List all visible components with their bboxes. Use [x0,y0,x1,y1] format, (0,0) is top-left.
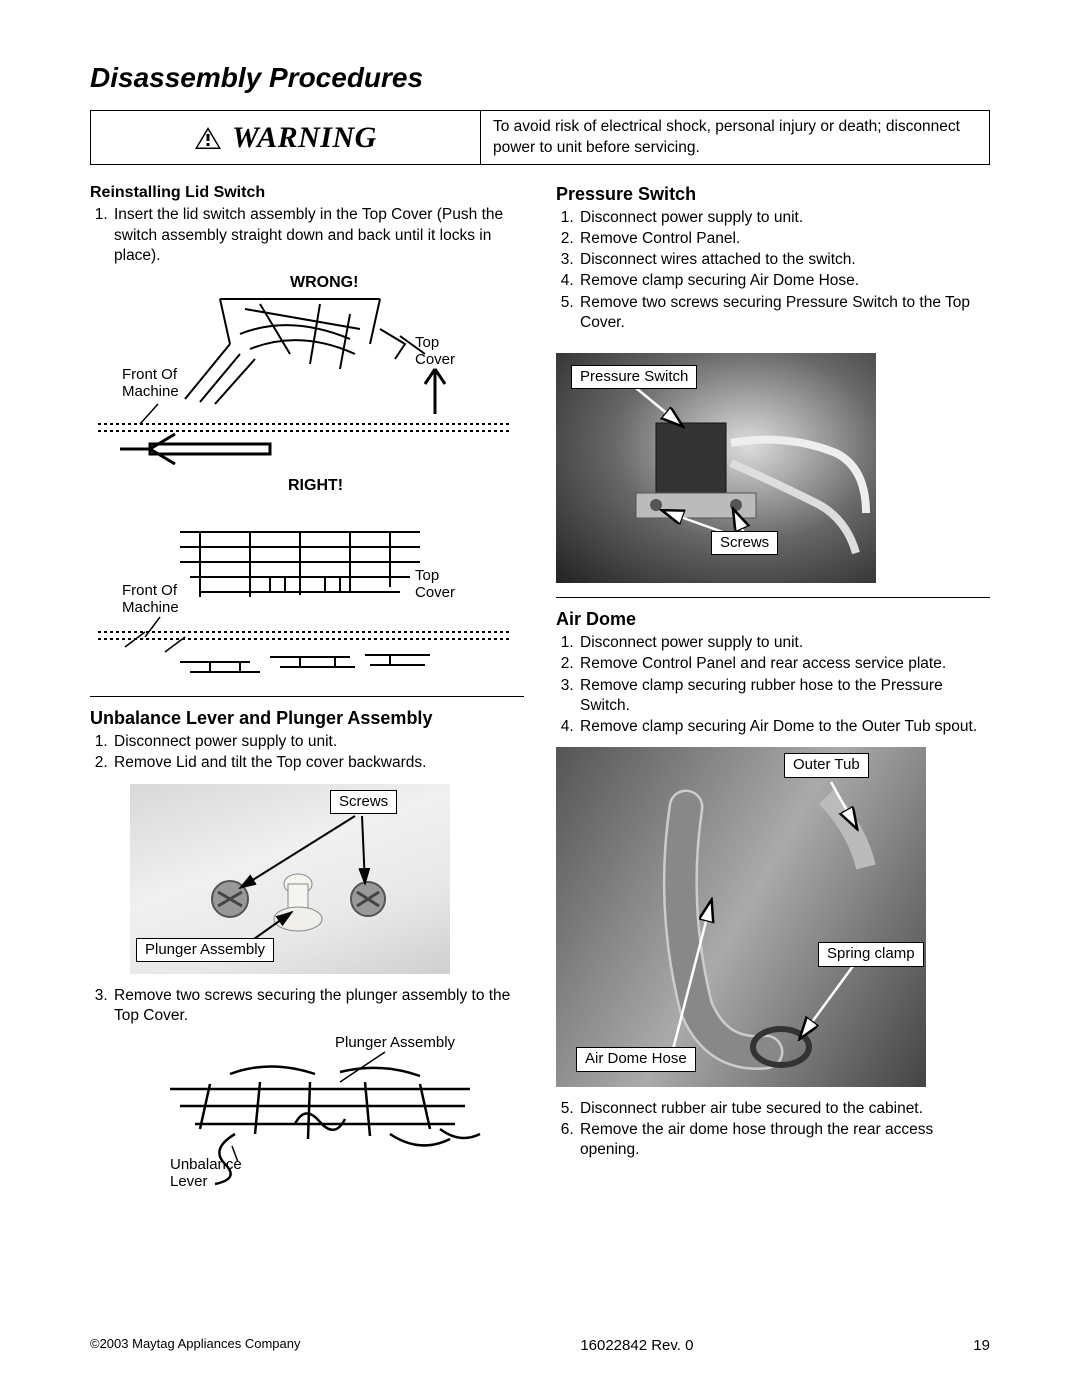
pressure-photo: Pressure Switch Screws [556,353,876,583]
unbalance-steps-2: Remove two screws securing the plunger a… [90,986,524,1026]
divider-1 [90,696,524,697]
divider-2 [556,597,990,598]
callout-outer-tub: Outer Tub [784,753,869,778]
warning-box: WARNING [91,111,481,163]
warning-label: WARNING [232,118,377,157]
diagram-right: RIGHT! Front Of Machine Top Cover [90,477,524,682]
reinstall-steps: Insert the lid switch assembly in the To… [90,205,524,265]
airdome-step-3: Remove clamp securing rubber hose to the… [578,676,990,716]
unbalance-steps-1: Disconnect power supply to unit. Remove … [90,732,524,773]
warning-row: WARNING To avoid risk of electrical shoc… [90,110,990,164]
callout-pressure-screws: Screws [711,531,778,556]
unbalance-step-3: Remove two screws securing the plunger a… [112,986,524,1026]
footer-docnum: 16022842 Rev. 0 [580,1336,693,1356]
diagram-wrong: WRONG! Front Of Machine Top Cover [90,274,524,469]
unbalance-step-1: Disconnect power supply to unit. [112,732,524,752]
pressure-step-5: Remove two screws securing Pressure Swit… [578,293,990,333]
unbalance-step-2: Remove Lid and tilt the Top cover backwa… [112,753,524,773]
airdome-step-2: Remove Control Panel and rear access ser… [578,654,990,674]
unbalance-heading: Unbalance Lever and Plunger Assembly [90,707,524,730]
pressure-step-2: Remove Control Panel. [578,229,990,249]
airdome-heading: Air Dome [556,608,990,631]
airdome-step-6: Remove the air dome hose through the rea… [578,1120,990,1160]
airdome-step-4: Remove clamp securing Air Dome to the Ou… [578,717,990,737]
airdome-photo: Outer Tub Spring clamp Air Dome Hose [556,747,926,1087]
plunger-line-diagram: Plunger Assembly Unbalance Lever [140,1034,500,1189]
pressure-heading: Pressure Switch [556,183,990,206]
warning-triangle-icon [194,126,222,150]
wrong-diagram-svg [90,274,520,469]
airdome-step-5: Disconnect rubber air tube secured to th… [578,1099,990,1119]
right-diagram-svg [90,477,520,682]
left-column: Reinstalling Lid Switch Insert the lid s… [90,183,524,1189]
footer-page: 19 [973,1336,990,1356]
warning-text: To avoid risk of electrical shock, perso… [481,111,989,163]
footer: ©2003 Maytag Appliances Company 16022842… [90,1336,990,1356]
footer-copyright: ©2003 Maytag Appliances Company [90,1336,300,1356]
callout-airdome-hose: Air Dome Hose [576,1047,696,1072]
reinstall-heading: Reinstalling Lid Switch [90,183,524,204]
airdome-steps-1: Disconnect power supply to unit. Remove … [556,633,990,737]
page-title: Disassembly Procedures [90,60,990,96]
reinstall-step-1: Insert the lid switch assembly in the To… [112,205,524,265]
plunger-diagram-svg [140,1034,500,1189]
callout-spring-clamp: Spring clamp [818,942,924,967]
pressure-step-4: Remove clamp securing Air Dome Hose. [578,271,990,291]
airdome-steps-2: Disconnect rubber air tube secured to th… [556,1099,990,1160]
callout-screws: Screws [330,790,397,815]
callout-plunger: Plunger Assembly [136,938,274,963]
pressure-step-1: Disconnect power supply to unit. [578,208,990,228]
callout-pressure-switch: Pressure Switch [571,365,697,390]
airdome-step-1: Disconnect power supply to unit. [578,633,990,653]
pressure-steps: Disconnect power supply to unit. Remove … [556,208,990,333]
plunger-photo: Screws Plunger Assembly [130,784,450,974]
pressure-step-3: Disconnect wires attached to the switch. [578,250,990,270]
right-column: Pressure Switch Disconnect power supply … [556,183,990,1189]
